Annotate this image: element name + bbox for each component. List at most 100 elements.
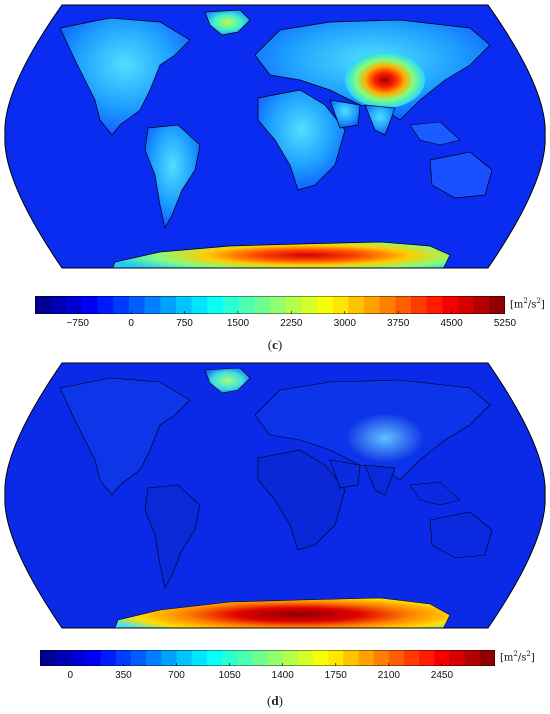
panel-d-label: (d) — [267, 693, 283, 708]
colorbar-cell — [35, 296, 52, 314]
colorbar-cell — [379, 296, 396, 314]
colorbar-cell — [191, 650, 208, 666]
se-asia-islands — [409, 121, 461, 146]
north-america — [59, 17, 191, 136]
colorbar-cell — [442, 296, 459, 314]
colorbar-tick-label: 1400 — [271, 670, 294, 681]
colorbar-cell — [146, 650, 162, 666]
greenland — [204, 9, 251, 36]
colorbar-tick-label: 5250 — [493, 318, 517, 329]
australia — [429, 511, 493, 559]
colorbar-cell — [267, 650, 284, 666]
colorbar-cell — [473, 296, 490, 314]
colorbar-tick-label: 2100 — [377, 670, 400, 681]
colorbar-cell — [404, 650, 420, 666]
colorbar-cell — [317, 296, 334, 314]
colorbar-cell — [40, 650, 56, 666]
colorbar-cell — [270, 296, 287, 314]
colorbar-cell — [97, 296, 114, 314]
colorbar-tick-label: 0 — [128, 318, 134, 329]
colorbar-cell — [373, 650, 390, 666]
colorbar-cell — [161, 650, 178, 666]
colorbar-tick-label: 4500 — [440, 318, 463, 329]
colorbar-cell — [160, 296, 177, 314]
tibet-region — [347, 414, 423, 462]
colorbar-cell — [395, 296, 412, 314]
colorbar-cell — [313, 650, 329, 666]
colorbar-c — [35, 296, 505, 314]
africa — [257, 449, 346, 551]
colorbar-cell — [411, 296, 428, 314]
colorbar-cell — [66, 296, 83, 314]
colorbar-tick-label: 3750 — [387, 318, 410, 329]
africa — [257, 89, 346, 191]
colorbar-cell — [285, 296, 302, 314]
colorbar-cell — [328, 650, 344, 666]
colorbar-cell — [254, 296, 271, 314]
map-panel-c — [4, 4, 546, 269]
colorbar-c-ticks: −750 0 750 1500 2250 3000 3750 4500 5250 — [35, 318, 516, 332]
north-america — [59, 377, 191, 496]
colorbar-tick-label: 1500 — [226, 318, 250, 329]
colorbar-cell — [129, 296, 146, 314]
colorbar-cell — [426, 296, 443, 314]
colorbar-cell — [144, 296, 161, 314]
colorbar-cell — [50, 296, 67, 314]
arabia — [329, 99, 361, 129]
arabia — [329, 459, 361, 489]
colorbar-cell — [332, 296, 349, 314]
colorbar-cell — [458, 296, 475, 314]
colorbar-c-unit: [m2/s2] — [510, 297, 545, 311]
panel-d: 0 350 700 1050 1400 1750 2100 2450 [m2/s2] (d) — [0, 360, 550, 714]
colorbar-cell — [222, 650, 238, 666]
tibet-hotspot — [345, 52, 425, 108]
australia — [429, 151, 493, 199]
colorbar-cell — [479, 650, 495, 666]
colorbar-cell — [282, 650, 299, 666]
colorbar-cell — [82, 296, 99, 314]
colorbar-cell — [358, 650, 375, 666]
colorbar-cell — [113, 296, 130, 314]
colorbar-tick-label: 2250 — [280, 318, 303, 329]
colorbar-cell — [207, 296, 224, 314]
colorbar-cell — [115, 650, 132, 666]
colorbar-cell — [237, 650, 253, 666]
colorbar-tick-label: −750 — [66, 318, 89, 329]
colorbar-cell — [348, 296, 365, 314]
greenland — [204, 367, 251, 394]
india — [364, 464, 396, 496]
colorbar-cell — [252, 650, 269, 666]
colorbar-cell — [223, 296, 240, 314]
colorbar-tick-label: 3000 — [333, 318, 356, 329]
colorbar-cell — [238, 296, 255, 314]
colorbar-cell — [419, 650, 435, 666]
colorbar-cell — [55, 650, 71, 666]
map-panel-d — [4, 362, 546, 629]
colorbar-tick-label: 1750 — [324, 670, 347, 681]
colorbar-tick-label: 350 — [115, 670, 132, 681]
colorbar-cell — [388, 650, 405, 666]
colorbar-cell — [191, 296, 208, 314]
south-america — [144, 124, 201, 229]
colorbar-cell — [489, 296, 505, 314]
colorbar-tick-label: 0 — [67, 670, 74, 681]
colorbar-cell — [176, 650, 193, 666]
colorbar-d-ticks: 0 350 700 1050 1400 1750 2100 2450 — [40, 670, 495, 684]
colorbar-tick-label: 750 — [176, 318, 193, 329]
colorbar-tick-label: 2450 — [430, 670, 454, 681]
south-america — [144, 484, 201, 589]
antarctica — [111, 597, 451, 628]
colorbar-cell — [70, 650, 87, 666]
colorbar-cell — [434, 650, 451, 666]
colorbar-d-unit: [m2/s2] — [500, 650, 535, 664]
colorbar-cell — [449, 650, 466, 666]
colorbar-cell — [100, 650, 117, 666]
colorbar-cell — [464, 650, 481, 666]
colorbar-cell — [206, 650, 223, 666]
colorbar-cell — [85, 650, 102, 666]
colorbar-cell — [176, 296, 193, 314]
colorbar-cell — [343, 650, 360, 666]
colorbar-cell — [364, 296, 381, 314]
colorbar-tick-label: 700 — [168, 670, 185, 681]
colorbar-tick-label: 1050 — [218, 670, 241, 681]
